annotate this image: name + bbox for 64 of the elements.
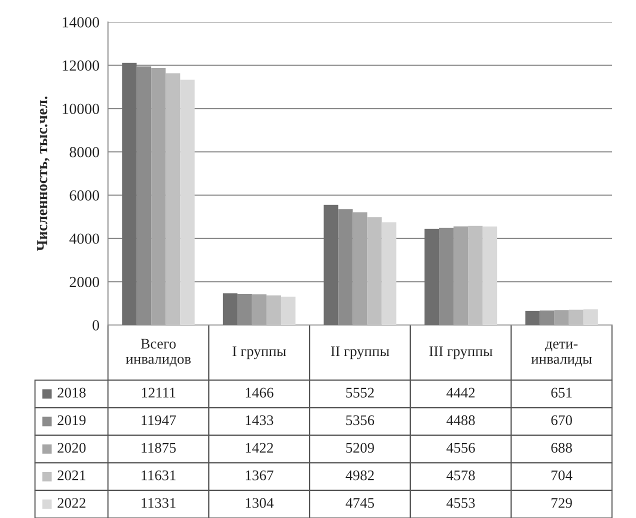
legend-label: 2019 <box>58 415 86 426</box>
y-tick-label: 14000 <box>62 17 100 28</box>
bar <box>367 217 382 325</box>
data-label: 1433 <box>246 415 274 426</box>
legend-label: 2020 <box>58 442 86 453</box>
x-tick-label: I группы <box>232 346 286 360</box>
bar <box>222 293 238 325</box>
data-label: 4578 <box>446 470 475 480</box>
y-tick-label: 6000 <box>70 190 100 201</box>
bar <box>424 228 440 325</box>
y-tick-label: 10000 <box>62 104 100 114</box>
bar <box>382 222 396 325</box>
data-label: 704 <box>552 470 572 480</box>
bar <box>352 212 368 325</box>
bar <box>554 310 569 325</box>
data-label: 11875 <box>142 442 176 453</box>
y-tick-label: 2000 <box>70 276 100 288</box>
data-label: 4556 <box>446 442 475 453</box>
data-label: 4553 <box>446 498 475 508</box>
bar <box>454 226 468 325</box>
data-label: 5356 <box>346 415 374 426</box>
data-label: 688 <box>551 442 572 453</box>
data-label: 4442 <box>446 388 475 398</box>
bar <box>180 80 195 325</box>
data-label: 4745 <box>346 498 374 508</box>
bar <box>252 294 266 325</box>
x-tick-label: дети- инвалиды <box>531 342 592 367</box>
data-label: 729 <box>552 498 572 508</box>
data-label: 1422 <box>246 442 273 453</box>
x-tick-label: III группы <box>429 346 492 360</box>
bar <box>525 310 540 325</box>
data-label: 12111 <box>142 388 176 398</box>
bar <box>468 226 483 325</box>
y-tick-label: 12000 <box>62 60 100 71</box>
bar <box>482 226 498 325</box>
bar <box>166 73 180 325</box>
bar <box>583 309 598 325</box>
data-label: 1304 <box>246 498 274 508</box>
y-tick-label: 4000 <box>69 234 100 244</box>
data-label: 4488 <box>446 415 475 426</box>
x-tick-label: Всего инвалидов <box>126 338 191 367</box>
data-label: 5209 <box>346 442 374 453</box>
bar <box>568 310 584 325</box>
x-tick-label: II группы <box>330 346 390 360</box>
data-label: 1367 <box>246 470 274 480</box>
data-label: 670 <box>551 415 572 426</box>
data-label: 11631 <box>142 470 176 480</box>
data-label: 11331 <box>142 498 176 508</box>
data-label: 1466 <box>246 388 274 398</box>
y-tick-label: 0 <box>92 320 100 330</box>
legend-label: 2018 <box>58 388 86 398</box>
data-label: 651 <box>551 388 572 398</box>
bar <box>280 296 296 325</box>
legend-label: 2022 <box>58 498 86 508</box>
data-label: 5552 <box>346 388 374 398</box>
data-label: 11947 <box>142 415 176 426</box>
data-label: 4982 <box>346 470 374 480</box>
bar <box>122 62 137 325</box>
y-axis-title: Численность, тыс.чел. <box>37 96 50 251</box>
bar <box>324 204 338 325</box>
bar <box>151 68 166 325</box>
y-tick-label: 8000 <box>70 147 100 158</box>
legend-label: 2021 <box>58 470 86 480</box>
bar <box>266 295 281 325</box>
